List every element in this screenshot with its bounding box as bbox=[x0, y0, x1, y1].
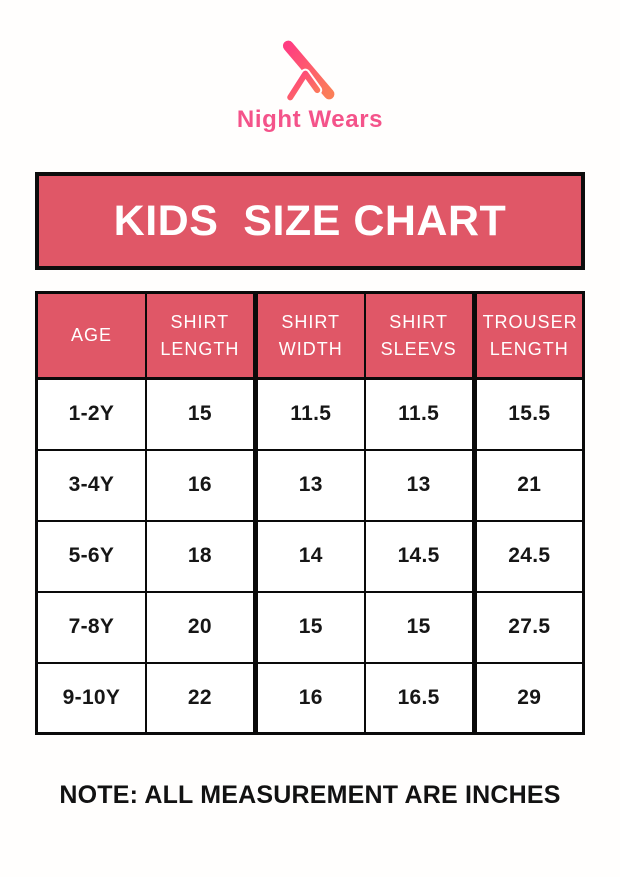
cell-age: 1-2Y bbox=[35, 377, 147, 451]
cell-shirt-width: 13 bbox=[252, 448, 366, 522]
cell-shirt-length: 18 bbox=[144, 519, 257, 593]
column-header-shirt-width: SHIRT WIDTH bbox=[252, 291, 366, 380]
cell-shirt-length: 20 bbox=[144, 590, 257, 664]
size-table-header: AGE SHIRT LENGTH SHIRT WIDTH SHIRT SLEEV… bbox=[35, 291, 585, 380]
cell-shirt-length: 16 bbox=[144, 448, 257, 522]
brand-header: Night Wears bbox=[0, 0, 620, 134]
cell-shirt-sleeves: 16.5 bbox=[363, 661, 476, 735]
table-row: 7-8Y 20 15 15 27.5 bbox=[35, 590, 585, 664]
brand-name: Night Wears bbox=[236, 106, 384, 133]
column-header-shirt-length: SHIRT LENGTH bbox=[144, 291, 257, 380]
nw-monogram-icon bbox=[272, 36, 348, 102]
page-title: KIDS SIZE CHART bbox=[113, 196, 507, 245]
title-banner: KIDS SIZE CHART bbox=[35, 172, 585, 270]
table-row: 3-4Y 16 13 13 21 bbox=[35, 448, 585, 522]
cell-trouser-length: 21 bbox=[471, 448, 585, 522]
cell-shirt-sleeves: 14.5 bbox=[363, 519, 476, 593]
cell-age: 3-4Y bbox=[35, 448, 147, 522]
cell-shirt-width: 16 bbox=[252, 661, 366, 735]
cell-age: 7-8Y bbox=[35, 590, 147, 664]
cell-shirt-width: 14 bbox=[252, 519, 366, 593]
column-header-shirt-sleeves: SHIRT SLEEVS bbox=[363, 291, 476, 380]
cell-trouser-length: 29 bbox=[471, 661, 585, 735]
cell-shirt-width: 11.5 bbox=[252, 377, 366, 451]
table-row: 1-2Y 15 11.5 11.5 15.5 bbox=[35, 377, 585, 451]
size-table: AGE SHIRT LENGTH SHIRT WIDTH SHIRT SLEEV… bbox=[35, 291, 585, 735]
cell-trouser-length: 24.5 bbox=[471, 519, 585, 593]
cell-shirt-length: 22 bbox=[144, 661, 257, 735]
column-header-age: AGE bbox=[35, 291, 147, 380]
column-header-trouser-length: TROUSER LENGTH bbox=[471, 291, 585, 380]
size-table-body: 1-2Y 15 11.5 11.5 15.5 3-4Y 16 13 13 21 … bbox=[35, 377, 585, 735]
cell-shirt-sleeves: 15 bbox=[363, 590, 476, 664]
cell-shirt-length: 15 bbox=[144, 377, 257, 451]
table-row: 5-6Y 18 14 14.5 24.5 bbox=[35, 519, 585, 593]
table-row: 9-10Y 22 16 16.5 29 bbox=[35, 661, 585, 735]
cell-trouser-length: 15.5 bbox=[471, 377, 585, 451]
measurement-note: NOTE: ALL MEASUREMENT ARE INCHES bbox=[59, 781, 561, 809]
cell-age: 5-6Y bbox=[35, 519, 147, 593]
cell-shirt-width: 15 bbox=[252, 590, 366, 664]
cell-shirt-sleeves: 11.5 bbox=[363, 377, 476, 451]
cell-trouser-length: 27.5 bbox=[471, 590, 585, 664]
cell-age: 9-10Y bbox=[35, 661, 147, 735]
header-row: AGE SHIRT LENGTH SHIRT WIDTH SHIRT SLEEV… bbox=[35, 291, 585, 380]
cell-shirt-sleeves: 13 bbox=[363, 448, 476, 522]
